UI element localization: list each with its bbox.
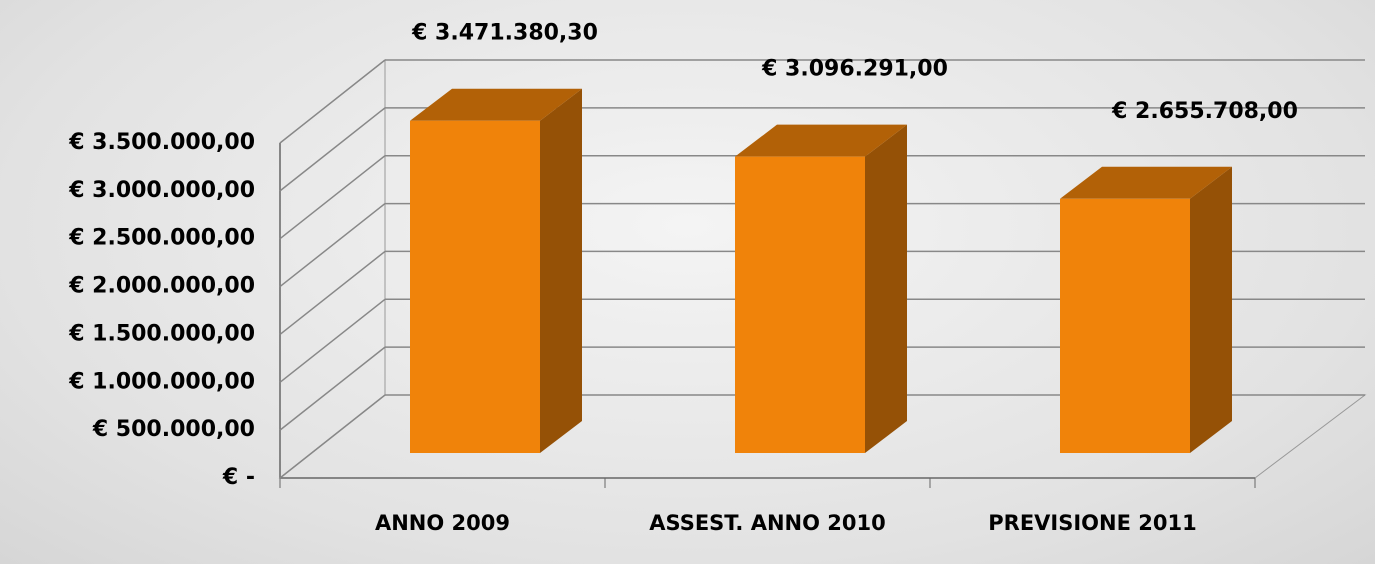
y-tick-label: € 3.500.000,00 [68, 130, 255, 155]
data-label: € 2.655.708,00 [1111, 99, 1298, 124]
x-tick-label: PREVISIONE 2011 [988, 511, 1197, 535]
x-tick-label: ANNO 2009 [374, 511, 510, 535]
grid-line [279, 394, 386, 479]
y-tick-label: € 3.000.000,00 [68, 178, 255, 203]
grid-line [279, 107, 386, 192]
y-tick-label: € 2.000.000,00 [68, 274, 255, 299]
x-tick-label: ASSEST. ANNO 2010 [649, 511, 886, 535]
y-tick-label: € 500.000,00 [92, 417, 255, 442]
bar-top [410, 88, 582, 121]
y-tick-label: € 1.500.000,00 [68, 321, 255, 346]
y-tick-label: € 2.500.000,00 [68, 226, 255, 251]
grid-line [279, 59, 386, 144]
bar [735, 156, 865, 453]
grid-line [279, 250, 386, 336]
bar-side [540, 88, 582, 453]
grid-line [279, 155, 386, 240]
data-label: € 3.096.291,00 [761, 57, 948, 82]
grid-line [279, 346, 386, 431]
bar [410, 120, 540, 453]
bar-side [1190, 166, 1232, 454]
bar-top [735, 124, 907, 157]
data-label: € 3.471.380,30 [411, 21, 598, 46]
bar [1060, 198, 1190, 453]
side-wall [279, 58, 386, 480]
y-tick-label: € 1.000.000,00 [68, 369, 255, 394]
grid-line [279, 298, 386, 383]
grid-line [279, 202, 386, 288]
bar-side [865, 124, 907, 453]
bar-top [1060, 166, 1232, 199]
y-tick-label: € - [222, 465, 255, 490]
